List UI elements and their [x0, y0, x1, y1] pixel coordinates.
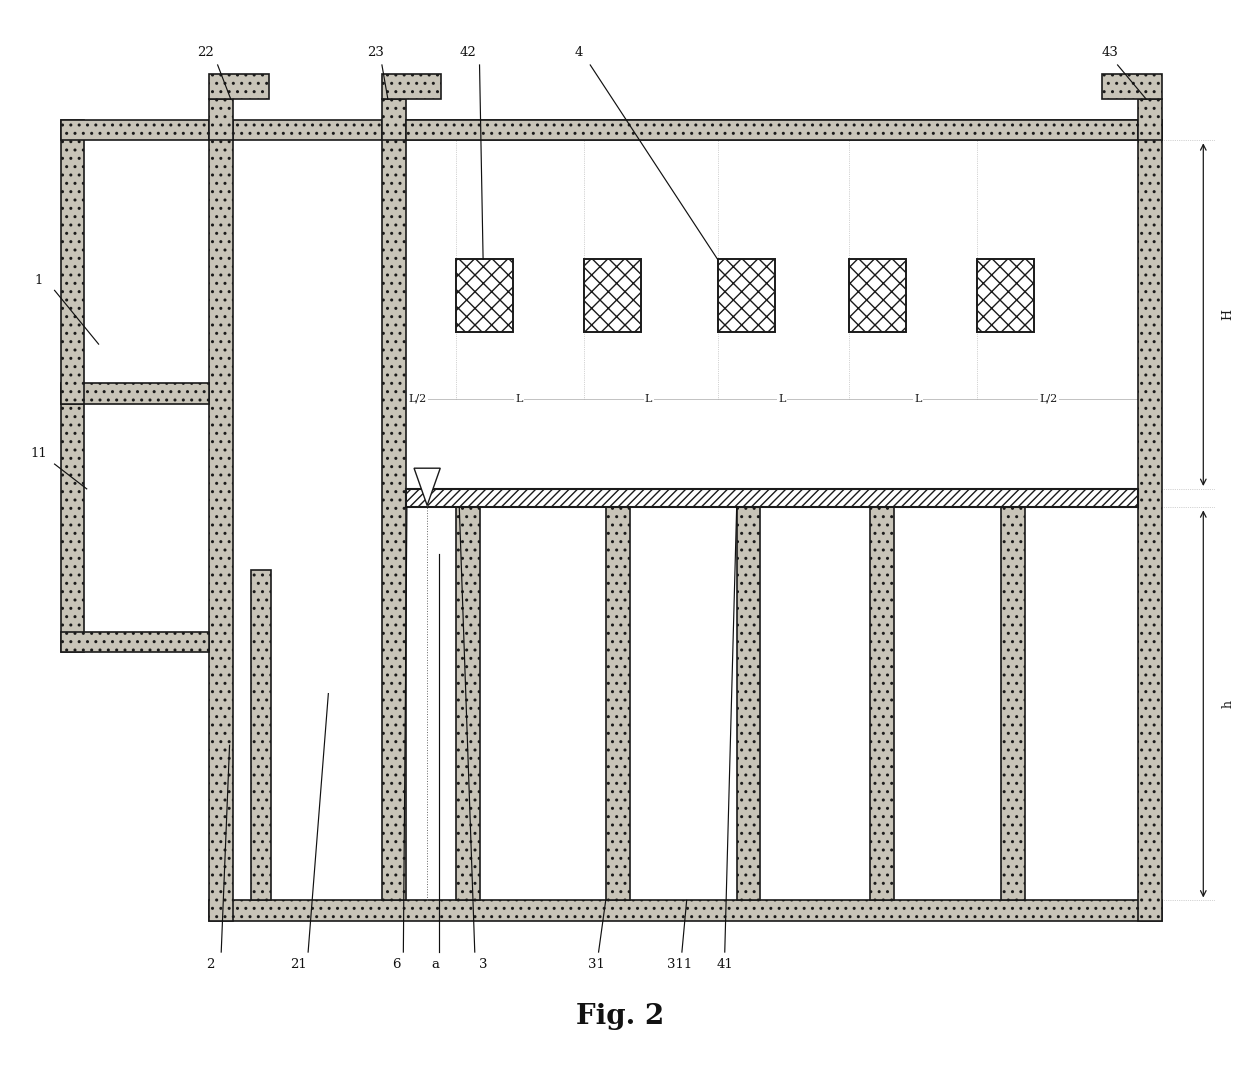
Text: 3: 3	[479, 957, 487, 971]
Bar	[61, 631, 210, 653]
Bar	[977, 260, 1034, 332]
Text: 4: 4	[574, 46, 583, 59]
Bar	[718, 260, 775, 332]
Text: L: L	[645, 394, 652, 404]
Text: L: L	[914, 394, 921, 404]
Bar	[1138, 120, 1162, 921]
Text: 6: 6	[392, 957, 401, 971]
Text: L: L	[515, 394, 522, 404]
Text: 21: 21	[290, 957, 308, 971]
Bar	[210, 99, 233, 140]
Bar	[382, 99, 405, 140]
Text: 1: 1	[35, 274, 43, 286]
Bar	[405, 120, 1138, 140]
Text: 11: 11	[31, 447, 47, 460]
Bar	[61, 120, 84, 404]
Bar	[605, 507, 630, 900]
Text: a: a	[432, 957, 439, 971]
Bar	[870, 507, 894, 900]
Text: 31: 31	[588, 957, 605, 971]
Text: 311: 311	[667, 957, 692, 971]
Bar	[210, 120, 1162, 140]
Text: L/2: L/2	[408, 394, 427, 404]
Bar	[61, 383, 210, 404]
Bar	[1001, 507, 1024, 900]
Bar	[210, 900, 1162, 921]
Bar	[737, 507, 760, 900]
Bar	[1138, 99, 1162, 140]
Text: Fig. 2: Fig. 2	[575, 1003, 665, 1030]
Text: 42: 42	[459, 46, 476, 59]
Bar	[382, 120, 405, 900]
Text: L: L	[779, 394, 786, 404]
Text: 43: 43	[1102, 46, 1118, 59]
Text: 2: 2	[206, 957, 215, 971]
Text: 41: 41	[717, 957, 733, 971]
Text: 23: 23	[367, 46, 384, 59]
Bar	[456, 507, 480, 900]
Bar	[584, 260, 641, 332]
Bar	[210, 120, 233, 921]
Bar	[210, 74, 269, 99]
Bar	[382, 74, 441, 99]
Bar	[405, 489, 1138, 507]
Text: L/2: L/2	[1039, 394, 1058, 404]
Bar	[61, 383, 84, 653]
Bar	[848, 260, 905, 332]
Bar	[456, 260, 513, 332]
Text: 22: 22	[197, 46, 215, 59]
Text: h: h	[1221, 700, 1234, 708]
Text: H: H	[1221, 309, 1234, 320]
Polygon shape	[414, 468, 440, 505]
Bar	[1102, 74, 1162, 99]
Bar	[250, 570, 272, 900]
Bar	[61, 120, 210, 140]
